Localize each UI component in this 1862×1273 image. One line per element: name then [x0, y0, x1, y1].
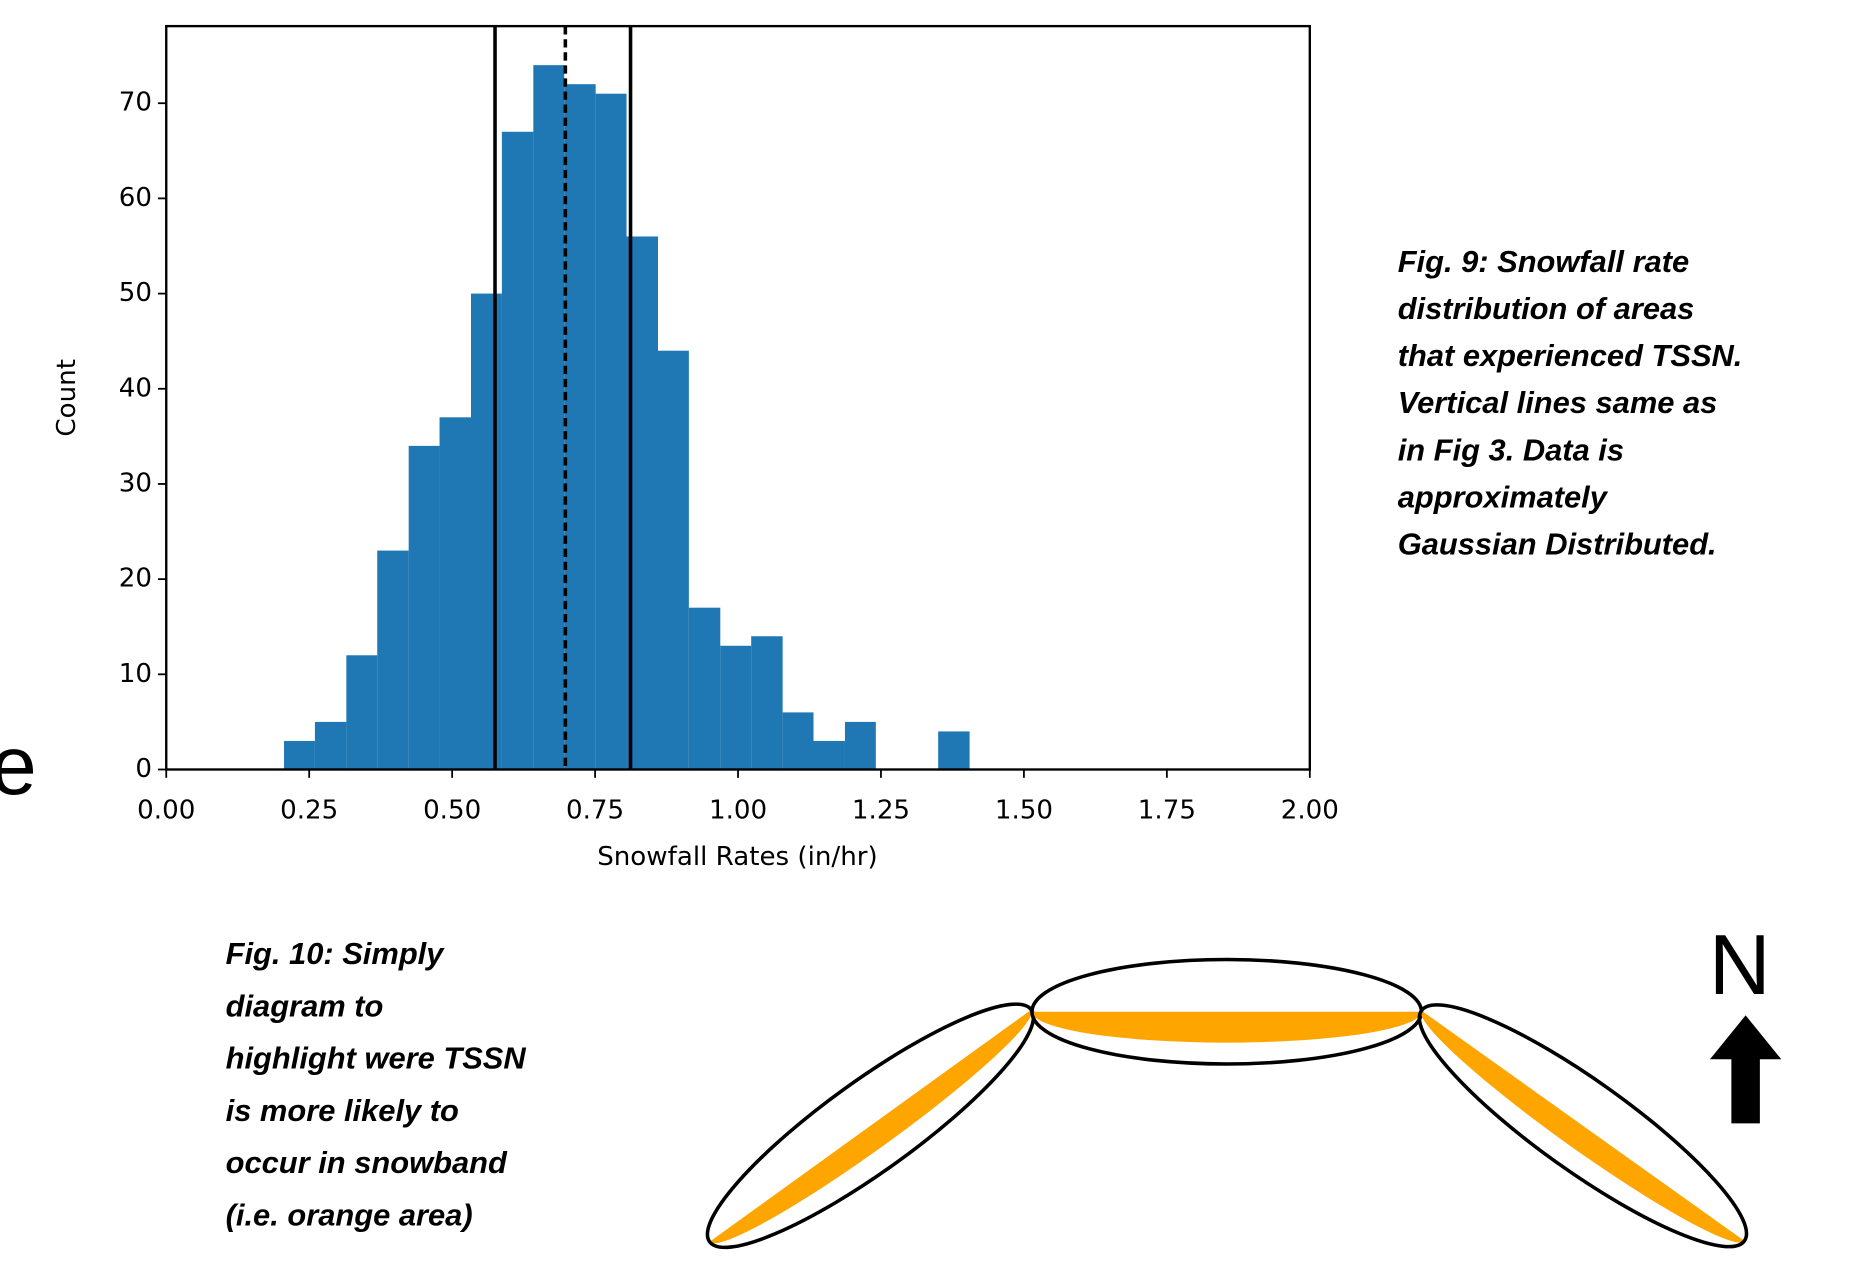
caption-line: occur in snowband: [226, 1145, 508, 1180]
y-tick-label: 10: [119, 659, 152, 689]
x-tick-label: 1.75: [1138, 796, 1196, 826]
x-tick-label: 0.25: [280, 796, 338, 826]
arrow-shaft: [1731, 1056, 1760, 1124]
caption-line: highlight were TSSN: [226, 1041, 527, 1076]
y-tick-label: 70: [119, 88, 152, 118]
x-tick-label: 0.50: [423, 796, 481, 826]
snowband: [1417, 1003, 1749, 1249]
bar: [938, 731, 970, 770]
y-tick-label: 20: [119, 564, 152, 594]
tssn-area: [1031, 1011, 1422, 1043]
y-tick-label: 50: [119, 278, 152, 308]
caption-line: approximately: [1398, 480, 1609, 515]
bar: [720, 645, 752, 770]
caption-line: in Fig 3. Data is: [1398, 432, 1624, 467]
north-label: N: [1709, 918, 1771, 1013]
tssn-area: [1420, 1010, 1745, 1243]
x-tick-label: 0.00: [137, 796, 195, 826]
bar: [813, 740, 845, 770]
y-axis-label: Count: [52, 359, 82, 437]
caption-line: diagram to: [226, 988, 384, 1023]
bar: [314, 721, 347, 770]
middle-band: [1030, 957, 1424, 1066]
y-tick-label: 0: [135, 754, 152, 784]
x-tick-label: 1.25: [852, 796, 910, 826]
left-band: [705, 1002, 1036, 1250]
bar: [564, 84, 596, 770]
bar: [377, 550, 409, 770]
caption-line: Gaussian Distributed.: [1398, 527, 1717, 562]
bar: [439, 417, 472, 770]
x-axis-label: Snowfall Rates (in/hr): [597, 842, 877, 872]
bar: [688, 607, 721, 770]
caption-line: (i.e. orange area): [226, 1197, 473, 1232]
bar: [501, 131, 534, 770]
x-tick-label: 2.00: [1281, 796, 1339, 826]
caption-line: Fig. 9: Snowfall rate: [1398, 244, 1690, 279]
cut-text: e: [0, 719, 37, 812]
diagram: N: [705, 918, 1782, 1250]
x-tick-label: 1.00: [709, 796, 767, 826]
y-tick-label: 30: [119, 468, 152, 498]
bar: [595, 93, 627, 770]
y-tick-label: 40: [119, 373, 152, 403]
bar: [844, 721, 876, 770]
arrow-head: [1710, 1015, 1782, 1060]
bar: [751, 636, 783, 770]
caption-line: Fig. 10: Simply: [226, 936, 446, 971]
y-tick-label: 60: [119, 183, 152, 213]
right-band: [1417, 1003, 1749, 1249]
x-tick-label: 0.75: [566, 796, 624, 826]
caption-line: distribution of areas: [1398, 291, 1695, 326]
bar: [284, 740, 315, 770]
bar: [346, 655, 378, 770]
bar: [471, 293, 502, 770]
bar: [782, 712, 814, 770]
caption-line: Vertical lines same as: [1398, 385, 1718, 420]
bar: [657, 350, 689, 770]
bar: [533, 65, 565, 770]
x-tick-label: 1.50: [995, 796, 1053, 826]
tssn-area: [709, 1009, 1032, 1244]
caption-line: that experienced TSSN.: [1398, 338, 1743, 373]
bar: [408, 445, 440, 770]
caption-line: is more likely to: [226, 1093, 459, 1128]
